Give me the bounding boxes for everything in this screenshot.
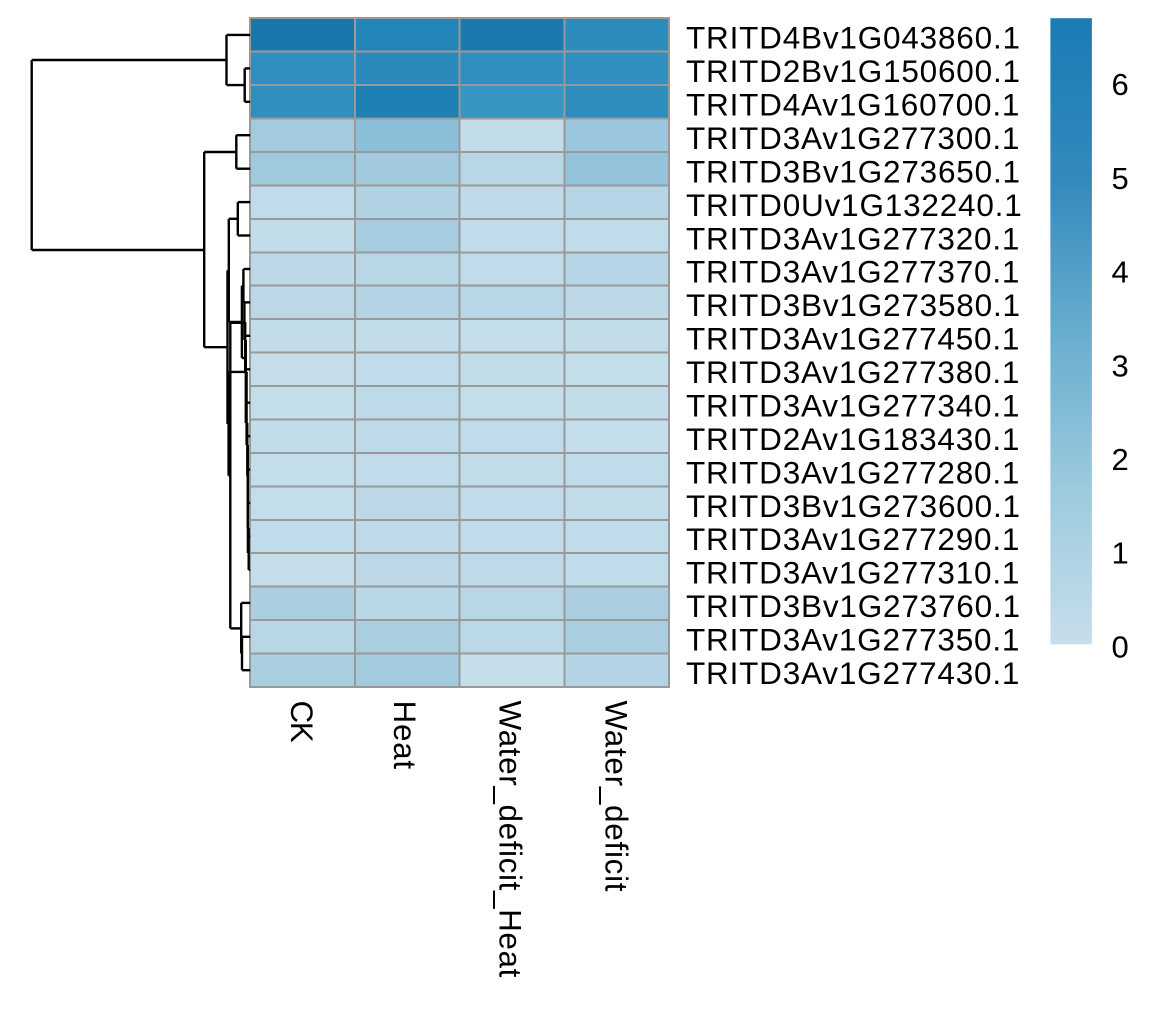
svg-text:TRITD3Bv1G273650.1: TRITD3Bv1G273650.1 xyxy=(686,153,1021,189)
svg-text:TRITD3Av1G277320.1: TRITD3Av1G277320.1 xyxy=(686,220,1020,256)
svg-text:TRITD3Av1G277280.1: TRITD3Av1G277280.1 xyxy=(686,454,1020,490)
svg-text:TRITD3Bv1G273600.1: TRITD3Bv1G273600.1 xyxy=(686,488,1021,524)
svg-text:6: 6 xyxy=(1112,67,1129,102)
svg-text:TRITD3Bv1G273760.1: TRITD3Bv1G273760.1 xyxy=(686,588,1021,624)
svg-text:TRITD3Av1G277350.1: TRITD3Av1G277350.1 xyxy=(686,622,1020,658)
svg-text:TRITD3Av1G277300.1: TRITD3Av1G277300.1 xyxy=(686,120,1020,156)
svg-text:TRITD4Av1G160700.1: TRITD4Av1G160700.1 xyxy=(686,87,1020,123)
svg-text:TRITD2Av1G183430.1: TRITD2Av1G183430.1 xyxy=(686,421,1020,457)
svg-text:TRITD4Bv1G043860.1: TRITD4Bv1G043860.1 xyxy=(686,20,1021,56)
svg-text:TRITD3Bv1G273580.1: TRITD3Bv1G273580.1 xyxy=(686,287,1021,323)
svg-text:0: 0 xyxy=(1112,629,1129,664)
svg-text:TRITD3Av1G277430.1: TRITD3Av1G277430.1 xyxy=(686,655,1020,691)
svg-text:TRITD2Bv1G150600.1: TRITD2Bv1G150600.1 xyxy=(686,53,1021,89)
svg-text:TRITD3Av1G277370.1: TRITD3Av1G277370.1 xyxy=(686,254,1020,290)
svg-text:Water_deficit_Heat: Water_deficit_Heat xyxy=(493,701,529,979)
svg-text:CK: CK xyxy=(284,701,320,743)
svg-text:Water_deficit: Water_deficit xyxy=(599,701,635,893)
svg-text:1: 1 xyxy=(1112,536,1129,571)
svg-text:Heat: Heat xyxy=(387,701,423,770)
svg-text:3: 3 xyxy=(1112,348,1129,383)
svg-text:TRITD3Av1G277290.1: TRITD3Av1G277290.1 xyxy=(686,521,1020,557)
svg-text:TRITD3Av1G277340.1: TRITD3Av1G277340.1 xyxy=(686,387,1020,423)
svg-text:5: 5 xyxy=(1112,161,1129,196)
svg-text:TRITD3Av1G277310.1: TRITD3Av1G277310.1 xyxy=(686,555,1020,591)
svg-text:2: 2 xyxy=(1112,442,1129,477)
svg-text:TRITD3Av1G277380.1: TRITD3Av1G277380.1 xyxy=(686,354,1020,390)
svg-text:4: 4 xyxy=(1112,255,1129,290)
svg-text:TRITD3Av1G277450.1: TRITD3Av1G277450.1 xyxy=(686,321,1020,357)
svg-text:TRITD0Uv1G132240.1: TRITD0Uv1G132240.1 xyxy=(686,187,1023,223)
